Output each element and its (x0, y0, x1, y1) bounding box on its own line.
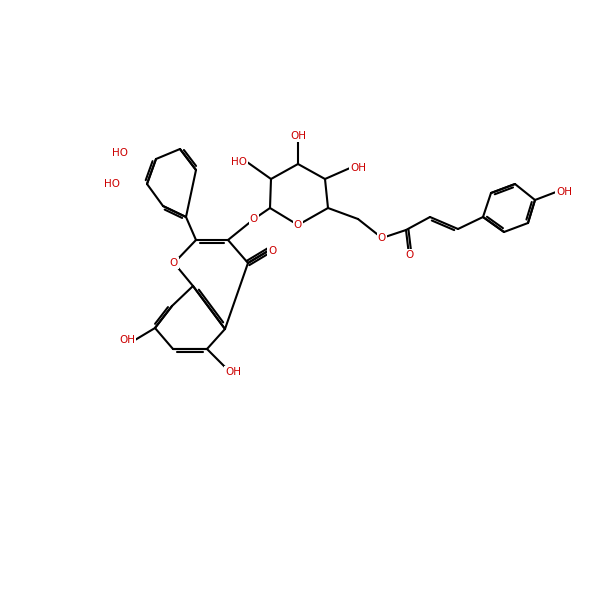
Text: OH: OH (225, 367, 241, 377)
Text: OH: OH (556, 187, 572, 197)
Text: O: O (250, 214, 258, 224)
Text: O: O (294, 220, 302, 230)
Text: O: O (170, 258, 178, 268)
Text: HO: HO (104, 179, 120, 189)
Text: OH: OH (119, 335, 135, 345)
Text: O: O (268, 246, 276, 256)
Text: HO: HO (231, 157, 247, 167)
Text: OH: OH (290, 131, 306, 141)
Text: O: O (378, 233, 386, 243)
Text: HO: HO (112, 148, 128, 158)
Text: O: O (405, 250, 413, 260)
Text: OH: OH (350, 163, 366, 173)
